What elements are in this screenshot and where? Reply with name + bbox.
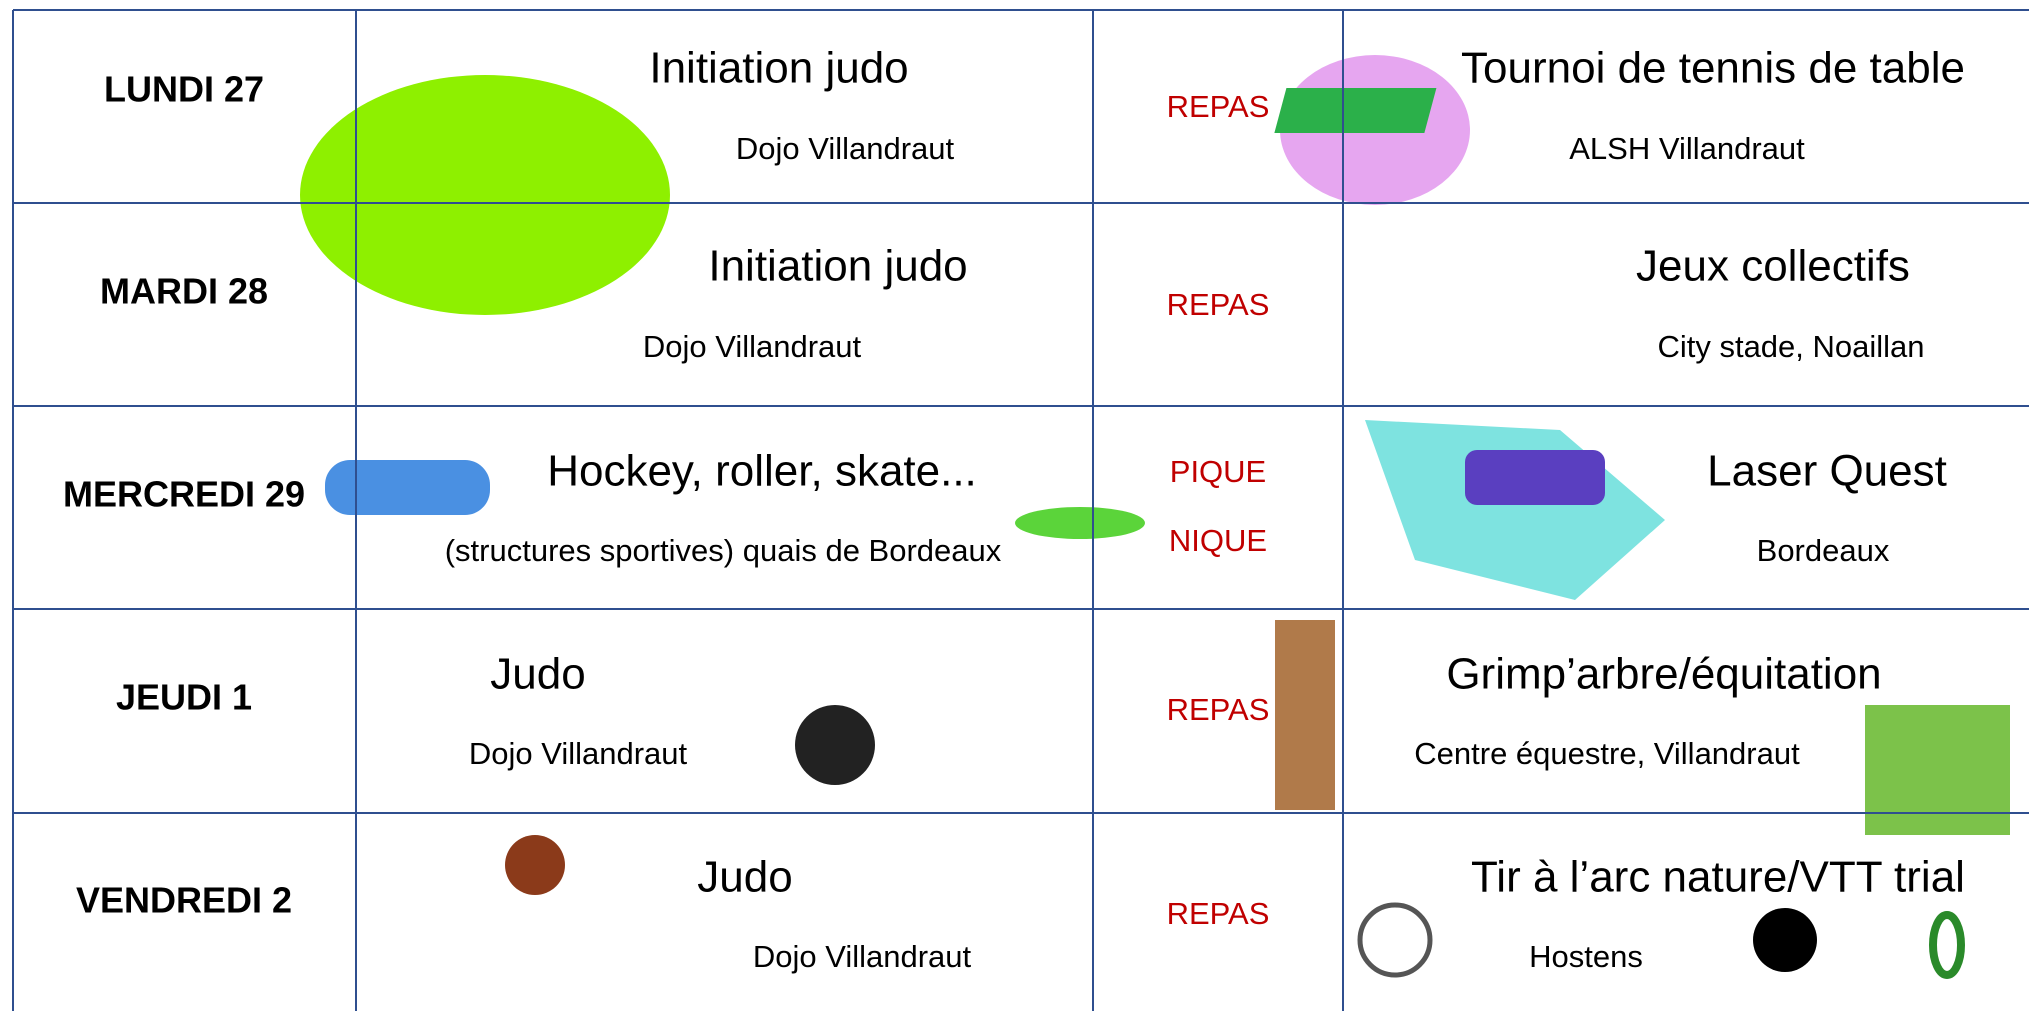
tree-clipart (1275, 620, 1335, 810)
meal: REPAS (1167, 89, 1270, 124)
activity: Judo (697, 853, 792, 902)
location: Centre équestre, Villandraut (1414, 736, 1800, 771)
activity: Initiation judo (708, 242, 967, 291)
meal: REPAS (1167, 896, 1270, 931)
meal: NIQUE (1169, 523, 1267, 558)
skateboard (325, 460, 490, 515)
location: ALSH Villandraut (1569, 131, 1805, 166)
location: Hostens (1529, 939, 1643, 974)
clipart (300, 55, 2010, 979)
judo-clipart-2 (795, 705, 875, 785)
laser-clipart (1365, 420, 1665, 600)
location: Dojo Villandraut (643, 329, 862, 364)
meal: REPAS (1167, 692, 1270, 727)
activity: Jeux collectifs (1636, 242, 1910, 291)
activity: Judo (490, 650, 585, 699)
archer-clipart (1753, 908, 1817, 972)
hockey-ground (1015, 507, 1145, 539)
location: Dojo Villandraut (736, 131, 955, 166)
location: (structures sportives) quais de Bordeaux (445, 533, 1002, 568)
location: Dojo Villandraut (469, 736, 688, 771)
meal: PIQUE (1170, 454, 1266, 489)
day-label: VENDREDI 2 (76, 880, 292, 921)
day-label: MERCREDI 29 (63, 474, 305, 515)
judo-clipart-3 (505, 835, 565, 895)
table-grid (12, 9, 2029, 1011)
table (1274, 88, 1437, 133)
activity: Grimp’arbre/équitation (1446, 650, 1881, 699)
location: City stade, Noaillan (1657, 329, 1924, 364)
activity: Hockey, roller, skate... (547, 447, 977, 496)
day-label: MARDI 28 (100, 271, 268, 312)
target (1929, 911, 1965, 979)
judo-clipart (300, 75, 670, 315)
meal: REPAS (1167, 287, 1270, 322)
horse-clipart (1865, 705, 2010, 835)
location: Dojo Villandraut (753, 939, 972, 974)
activity: Tir à l’arc nature/VTT trial (1471, 853, 1965, 902)
activity: Tournoi de tennis de table (1461, 44, 1965, 93)
day-label: LUNDI 27 (104, 69, 264, 110)
laser-gun (1465, 450, 1605, 505)
activity: Laser Quest (1707, 447, 1947, 496)
bike-wheel (1357, 902, 1433, 978)
day-label: JEUDI 1 (116, 677, 252, 718)
activity: Initiation judo (649, 44, 908, 93)
location: Bordeaux (1757, 533, 1890, 568)
